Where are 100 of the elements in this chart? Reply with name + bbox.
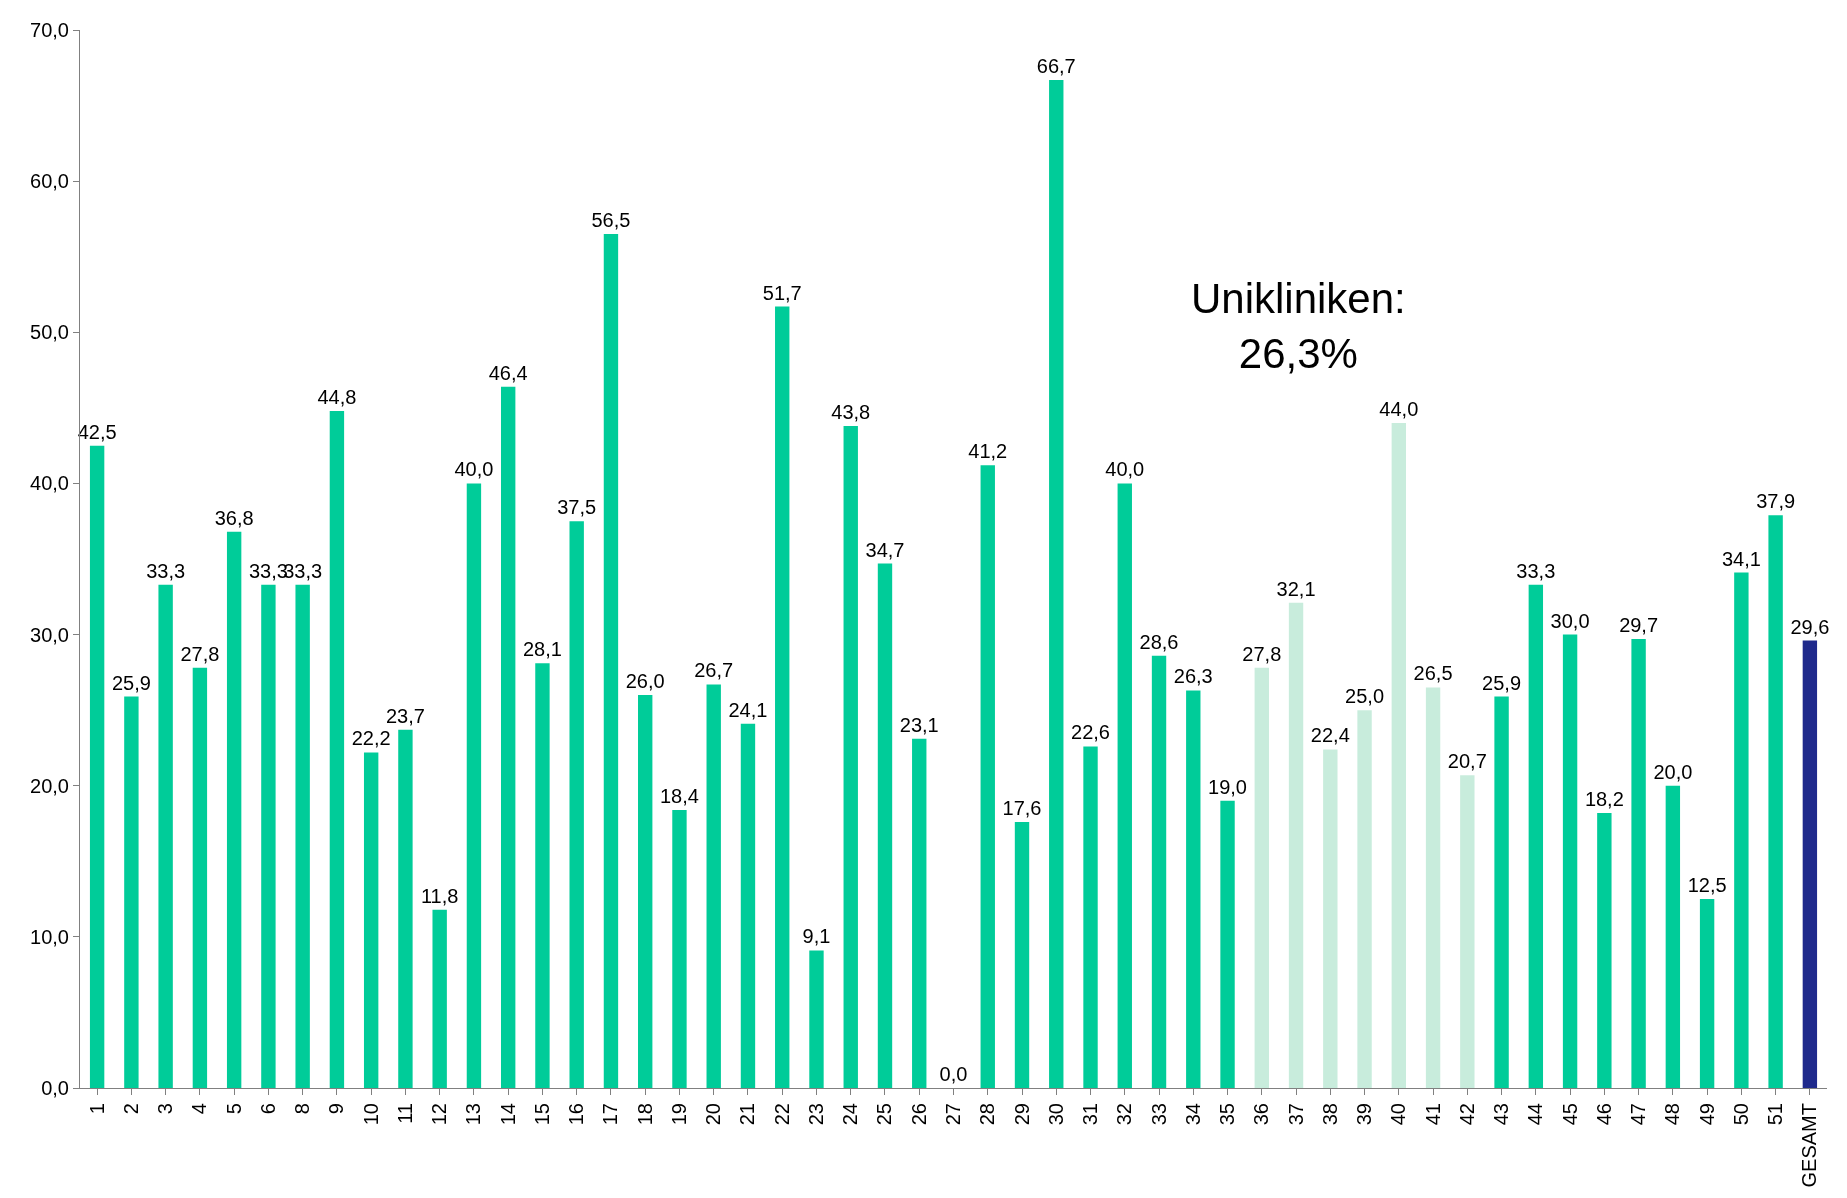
- bar: [672, 809, 687, 1088]
- data-label: 26,3: [1173, 665, 1213, 688]
- bar: [1528, 584, 1544, 1088]
- x-tick-label: 41: [1421, 1103, 1444, 1126]
- x-tick-label: 51: [1764, 1103, 1787, 1126]
- data-label: 17,6: [1002, 796, 1042, 819]
- data-label: 37,9: [1756, 490, 1796, 513]
- data-label: 36,8: [214, 506, 254, 529]
- bar: [1083, 746, 1098, 1088]
- bar: [1049, 79, 1064, 1088]
- data-label: 23,1: [899, 713, 939, 736]
- x-tick-label: 45: [1558, 1103, 1581, 1126]
- data-label: 26,0: [625, 670, 665, 693]
- x-tick-label: 21: [736, 1103, 759, 1126]
- x-tick-label: 39: [1353, 1103, 1376, 1126]
- bar: [500, 386, 516, 1088]
- bar: [466, 483, 482, 1088]
- bar: [124, 696, 139, 1088]
- data-label: 66,7: [1036, 54, 1076, 77]
- x-tick-label: 16: [565, 1103, 588, 1126]
- y-tick-label: 30,0: [30, 623, 69, 646]
- data-label: 12,5: [1687, 874, 1727, 897]
- x-tick-label: 40: [1387, 1103, 1410, 1126]
- x-tick-label: 30: [1044, 1103, 1067, 1126]
- data-label: 37,5: [557, 496, 597, 519]
- x-tick-label: 5: [222, 1103, 245, 1115]
- x-tick-label: 3: [154, 1103, 177, 1115]
- data-label: 25,9: [111, 671, 151, 694]
- x-tick-label: 48: [1661, 1103, 1684, 1126]
- bar: [877, 563, 893, 1088]
- x-tick-label: 38: [1318, 1103, 1341, 1126]
- data-label: 27,8: [1242, 642, 1282, 665]
- x-tick-label: 49: [1695, 1103, 1718, 1126]
- x-tick-label: 19: [667, 1103, 690, 1126]
- data-label: 28,6: [1139, 630, 1179, 653]
- x-tick-label: 25: [873, 1103, 896, 1126]
- data-label: 29,7: [1619, 614, 1659, 637]
- bar: [775, 306, 790, 1088]
- bar: [1734, 572, 1749, 1088]
- bar: [1014, 821, 1030, 1088]
- bar: [158, 584, 173, 1088]
- x-tick-label: 18: [633, 1103, 656, 1126]
- bar: [1117, 483, 1132, 1088]
- data-label: 46,4: [488, 361, 528, 384]
- data-label: 22,2: [351, 727, 391, 750]
- data-label: 19,0: [1208, 775, 1248, 798]
- data-label: 51,7: [762, 281, 802, 304]
- bar: [809, 950, 824, 1088]
- x-tick-label: 29: [1010, 1103, 1033, 1126]
- bar: [432, 909, 447, 1088]
- data-label: 18,4: [659, 784, 699, 807]
- data-label: 25,9: [1482, 671, 1522, 694]
- data-label: 34,7: [865, 538, 905, 561]
- bar: [1768, 515, 1783, 1088]
- bar: [192, 667, 208, 1088]
- data-label: 25,0: [1345, 685, 1385, 708]
- x-tick-label: 43: [1490, 1103, 1513, 1126]
- x-tick-label: 42: [1455, 1103, 1478, 1126]
- data-label: 44,8: [317, 385, 357, 408]
- bar: [89, 445, 105, 1088]
- x-tick-label: 13: [462, 1103, 485, 1126]
- data-label: 0,0: [939, 1063, 968, 1085]
- x-tick-label: 27: [942, 1103, 964, 1126]
- x-tick-label: 15: [530, 1103, 553, 1126]
- bar: [1357, 710, 1372, 1088]
- bar: [261, 584, 276, 1088]
- data-label: 20,0: [1653, 760, 1693, 783]
- data-label: 24,1: [728, 698, 768, 721]
- bar: [535, 663, 550, 1088]
- x-tick-label: 2: [119, 1103, 142, 1115]
- x-tick-label: 47: [1627, 1103, 1650, 1126]
- data-label: 20,7: [1447, 750, 1487, 773]
- x-tick-label: 14: [496, 1103, 519, 1126]
- data-label: 28,1: [522, 638, 562, 661]
- bar: [1597, 812, 1612, 1088]
- bar: [1220, 800, 1235, 1088]
- x-tick-label: 20: [702, 1103, 725, 1126]
- x-tick-label: 8: [291, 1103, 314, 1115]
- y-tick-label: 70,0: [30, 19, 69, 41]
- bar: [603, 234, 619, 1088]
- bar: [706, 684, 721, 1088]
- bar: [398, 729, 413, 1088]
- x-tick-label: 6: [256, 1103, 279, 1115]
- bar: [1802, 640, 1818, 1088]
- x-tick-label: 31: [1079, 1103, 1102, 1126]
- data-label: 30,0: [1550, 609, 1590, 632]
- bar: [1425, 687, 1441, 1088]
- bar: [912, 738, 927, 1088]
- data-label: 40,0: [454, 458, 494, 481]
- x-tick-label: 1: [85, 1103, 108, 1115]
- x-tick-label: 11: [393, 1103, 416, 1124]
- y-tick-label: 50,0: [30, 321, 69, 344]
- bar: [1665, 785, 1681, 1088]
- bar: [1254, 667, 1269, 1088]
- data-label: 40,0: [1105, 458, 1145, 481]
- data-label: 44,0: [1379, 397, 1419, 420]
- bar: [740, 723, 756, 1088]
- bar: [1391, 422, 1407, 1088]
- y-tick-label: 60,0: [30, 170, 69, 193]
- x-tick-label: 37: [1284, 1103, 1307, 1126]
